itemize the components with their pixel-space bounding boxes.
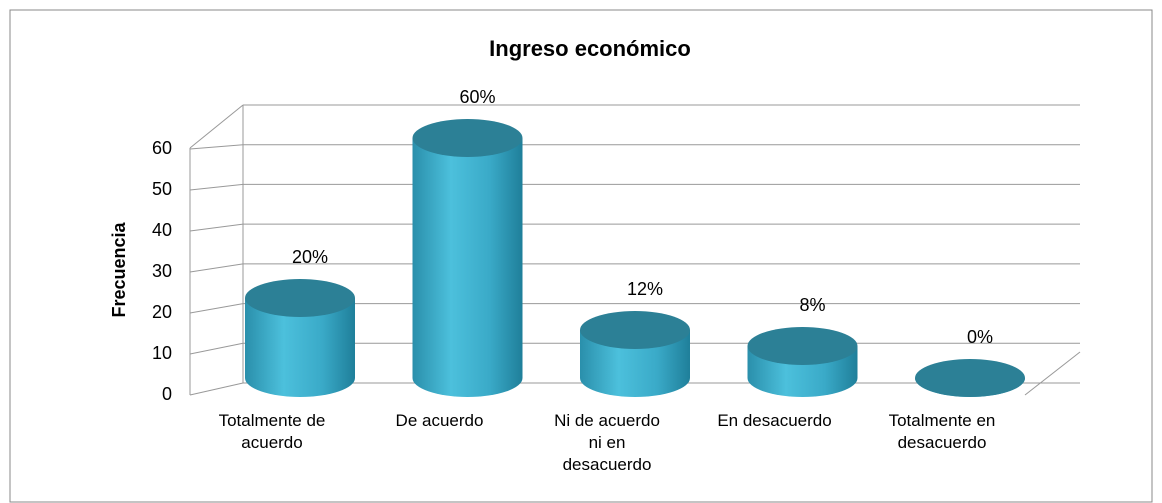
bar [915,359,1025,397]
grid-line [189,342,244,355]
data-label: 0% [967,327,993,347]
chart-title: Ingreso económico [489,36,691,61]
bar-top [412,119,523,157]
grid-line [189,144,244,150]
bar-top [245,279,355,317]
x-tick-label: Totalmente en desacuerdo [888,411,996,452]
bar [580,311,690,397]
wall-edge [189,104,244,149]
bar [245,279,355,397]
y-tick-label: 10 [152,343,172,363]
y-tick-label: 30 [152,261,172,281]
grid-line [189,263,244,273]
grid-line [189,223,244,232]
bar [412,119,523,397]
bar-top [915,359,1025,397]
y-tick-label: 50 [152,179,172,199]
data-label: 8% [799,295,825,315]
floor-edge [1024,351,1081,396]
x-tick-label: Totalmente de acuerdo [218,411,326,452]
bar-body [245,298,355,397]
bar [747,327,858,397]
bar-top [580,311,690,349]
data-label: 60% [459,87,495,107]
data-label: 12% [627,279,663,299]
x-tick-label: Ni de acuerdo ni en desacuerdo [554,411,660,474]
x-tick-label: De acuerdo [395,411,484,430]
grid-line [189,183,244,191]
y-axis-label: Frecuencia [109,221,129,317]
bar-body [412,138,523,397]
bar-body [580,330,690,397]
chart-frame [9,9,1153,503]
x-tick-label: En desacuerdo [717,411,832,430]
y-tick-label: 60 [152,138,172,158]
grid-line [189,303,244,314]
y-tick-label: 40 [152,220,172,240]
bar-top [747,327,858,365]
data-label: 20% [292,247,328,267]
y-tick-label: 0 [162,384,172,404]
y-tick-label: 20 [152,302,172,322]
grid-line [189,382,244,396]
